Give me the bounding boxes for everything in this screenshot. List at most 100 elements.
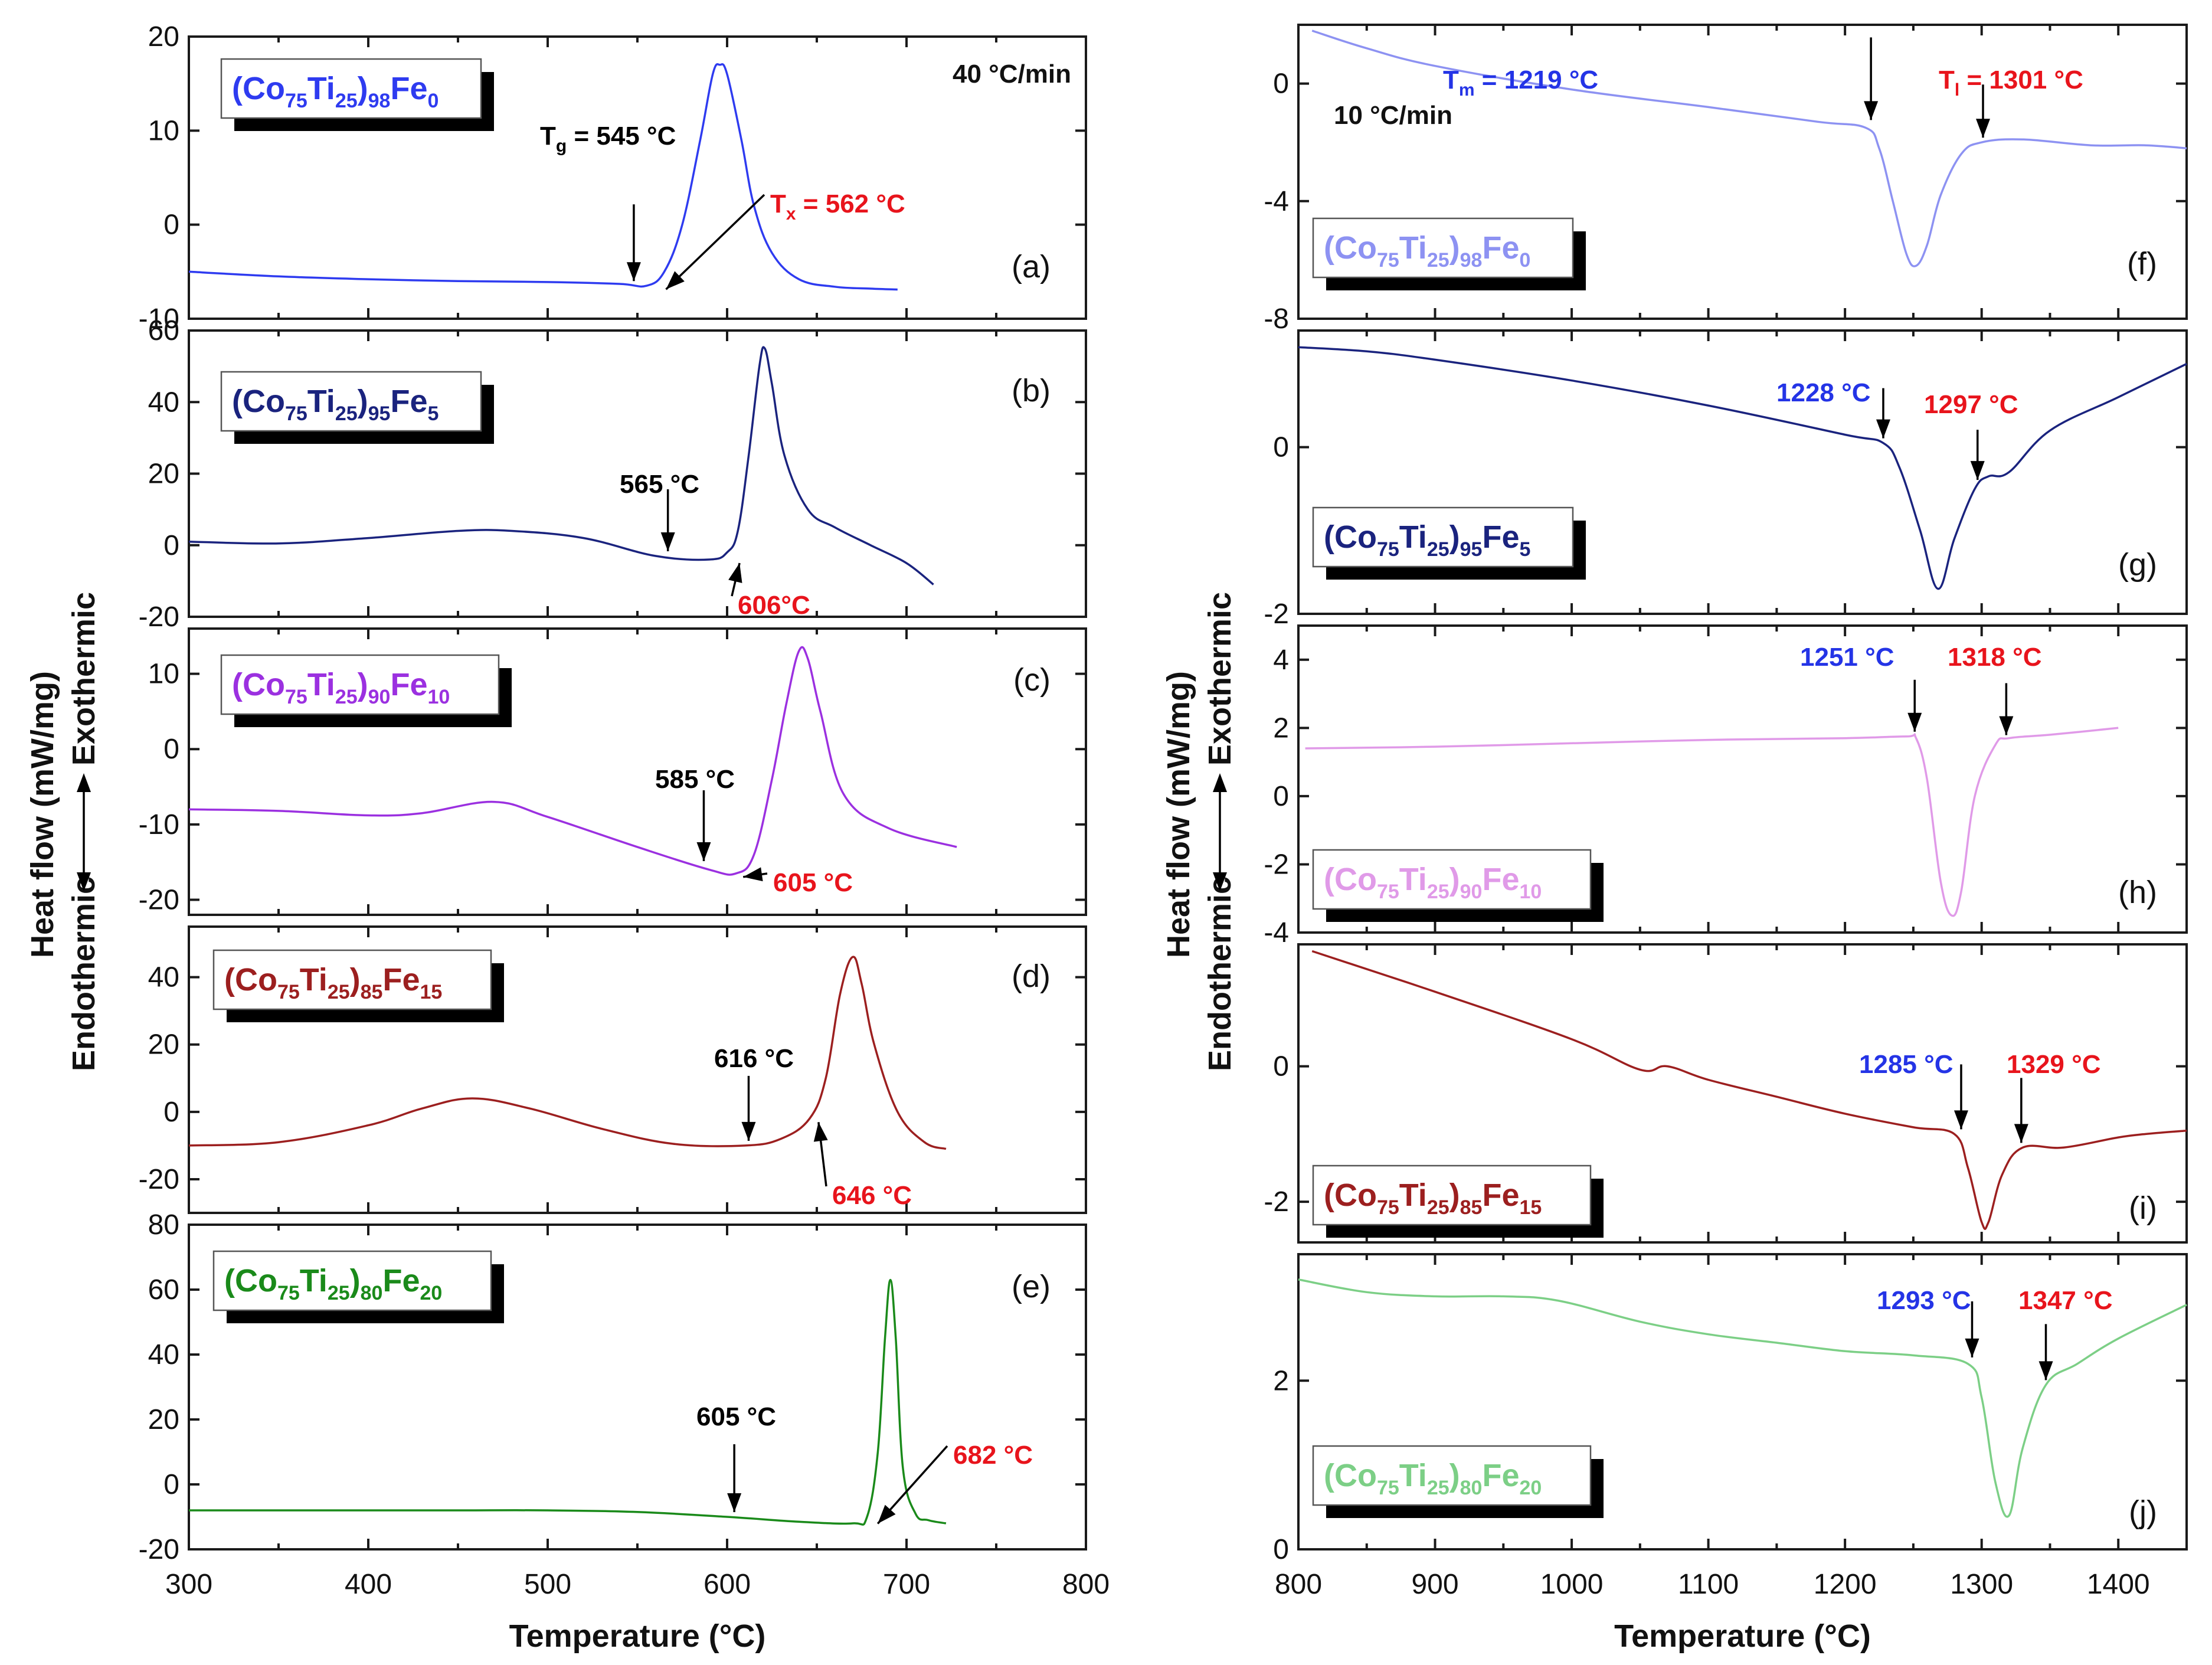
annotation-arrowhead — [728, 563, 742, 583]
x-tick-label: 900 — [1411, 1569, 1458, 1600]
annot-part: = 562 °C — [796, 189, 905, 218]
annotation-arrowhead — [2014, 1124, 2028, 1143]
series-line — [188, 346, 934, 585]
label-part: Fe — [1482, 230, 1519, 266]
endothermic-label: Endothermic — [1202, 876, 1238, 1071]
label-part: (Co — [1324, 1458, 1377, 1493]
heat-flow-label: Heat flow (mW/mg) — [25, 671, 60, 958]
y-tick-label: 0 — [163, 734, 179, 765]
y-tick-label: 2 — [1273, 1365, 1289, 1396]
label-subscript: 75 — [1377, 1196, 1399, 1219]
label-part: Ti — [1399, 519, 1427, 555]
sample-label: (Co75Ti25)90Fe10 — [232, 667, 450, 708]
sample-label-box — [1312, 849, 1592, 910]
annot-part: T — [770, 189, 786, 218]
panel-letter: (g) — [2118, 547, 2157, 583]
label-part: ) — [350, 1263, 361, 1298]
x-tick-label: 1400 — [2087, 1569, 2150, 1600]
label-part: Ti — [300, 962, 328, 997]
label-subscript: 95 — [368, 403, 391, 425]
annot-subscript: g — [556, 136, 567, 156]
label-subscript: 5 — [427, 403, 439, 425]
series-line — [189, 1278, 947, 1526]
x-axis-title: Temperature (°C) — [1614, 1618, 1871, 1654]
panel-letter: (d) — [1012, 959, 1051, 994]
label-part: Fe — [1482, 1177, 1519, 1213]
arrowhead-left — [77, 872, 91, 891]
sample-label-box — [212, 949, 492, 1010]
annotation-arrowhead — [1999, 716, 2014, 735]
annot-part: 1228 °C — [1776, 378, 1870, 407]
arrowhead-right — [77, 773, 91, 792]
label-subscript: 90 — [1460, 881, 1483, 903]
label-part: Fe — [1482, 519, 1519, 555]
y-tick-label: -2 — [1264, 1186, 1289, 1218]
panel-letter: (b) — [1012, 373, 1051, 408]
label-part: Ti — [1399, 862, 1427, 897]
sample-label: (Co75Ti25)80Fe20 — [224, 1263, 442, 1304]
annot-part: = 1219 °C — [1475, 66, 1599, 94]
label-subscript: 75 — [285, 90, 307, 112]
annotation-tx: 605 °C — [773, 868, 853, 897]
label-subscript: 98 — [1460, 249, 1483, 271]
label-part: ) — [358, 384, 368, 419]
y-tick-label: 0 — [1273, 1534, 1289, 1565]
chart-panel-h: -4 -2 0 2 4 (Co75Ti25)90Fe10 (h) 1251 °C 1318 °C — [1264, 624, 2188, 948]
axes-frame — [1297, 624, 2188, 934]
annotation-arrowhead — [1965, 1338, 1979, 1357]
y-tick-label: -10 — [139, 809, 179, 840]
annot-part: 1251 °C — [1800, 643, 1894, 672]
label-subscript: 25 — [1427, 538, 1449, 561]
y-tick-label: 0 — [1273, 781, 1289, 812]
series-line — [1298, 1278, 2187, 1518]
x-tick-label: 700 — [883, 1569, 930, 1600]
annotation-arrowhead — [741, 1121, 756, 1141]
y-tick-label: 0 — [1273, 432, 1289, 463]
y-tick-label: -2 — [1264, 849, 1289, 880]
series-line — [1311, 30, 2187, 267]
annot-part: 606°C — [738, 591, 810, 620]
x-tick-label: 600 — [703, 1569, 751, 1600]
series-line — [1311, 950, 2187, 1230]
axes-frame — [1297, 1253, 2188, 1550]
annotation-tl: Tl = 1301 °C — [1939, 66, 2083, 100]
sample-label-box — [220, 371, 482, 432]
annotation-arrowhead — [1976, 119, 1991, 138]
annotation-tg: 605 °C — [696, 1402, 776, 1431]
y-tick-label: 4 — [1273, 645, 1289, 676]
label-subscript: 5 — [1519, 538, 1530, 561]
label-part: Fe — [1482, 862, 1519, 897]
label-subscript: 25 — [335, 90, 358, 112]
annot-part: T — [540, 122, 556, 151]
y-tick-label: 60 — [148, 1274, 179, 1306]
panel-letter: (h) — [2118, 875, 2157, 910]
sample-label-box — [220, 654, 500, 715]
annotation-arrowhead — [878, 1504, 896, 1524]
y-tick-label: 20 — [148, 1404, 179, 1435]
label-subscript: 25 — [328, 1282, 350, 1304]
annotation-tm: 1251 °C — [1800, 643, 1894, 672]
label-subscript: 10 — [427, 686, 450, 708]
panel-letter: (f) — [2127, 246, 2157, 282]
y-tick-label: -4 — [1264, 917, 1289, 948]
label-part: (Co — [224, 1263, 277, 1298]
annotation-arrowhead — [813, 1122, 828, 1142]
label-part: Ti — [300, 1263, 328, 1298]
annot-part: = 1301 °C — [1959, 66, 2083, 94]
y-tick-label: 10 — [148, 115, 179, 146]
annotation-tm: 1293 °C — [1877, 1286, 1971, 1315]
annotation-tx: Tx = 562 °C — [770, 189, 905, 224]
y-tick-label: 40 — [148, 1339, 179, 1370]
annot-part: 1347 °C — [2018, 1286, 2112, 1315]
label-part: ) — [358, 71, 368, 106]
annotation-tg: 565 °C — [620, 470, 699, 499]
annot-part: 682 °C — [953, 1441, 1033, 1470]
label-part: Fe — [390, 667, 427, 702]
y-tick-label: 20 — [148, 21, 179, 53]
label-subscript: 15 — [1519, 1196, 1542, 1219]
series-line — [1305, 727, 2119, 917]
